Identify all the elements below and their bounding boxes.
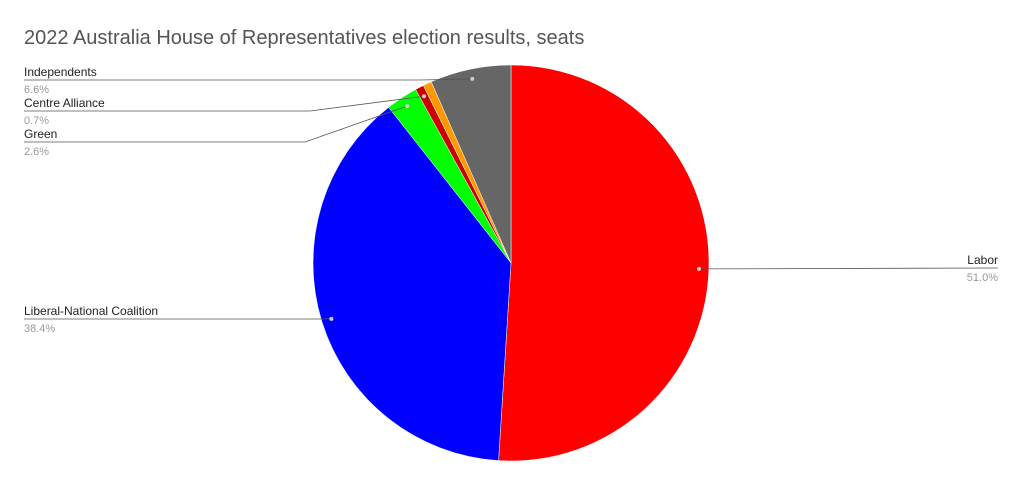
slice-value-label: 51.0% [967, 272, 998, 284]
leader-line [24, 78, 473, 81]
slice-label: Independents [24, 65, 97, 79]
chart-title: 2022 Australia House of Representatives … [24, 27, 584, 49]
leader-line [24, 105, 408, 143]
slice-value-label: 2.6% [24, 146, 49, 158]
slice-label: Labor [967, 253, 998, 267]
leader-dot [422, 94, 427, 99]
slice-value-label: 0.7% [24, 115, 49, 127]
slice-value-label: 6.6% [24, 84, 49, 96]
slice-label: Centre Alliance [24, 96, 105, 110]
pie-slice [498, 64, 710, 462]
leader-dot [697, 266, 702, 271]
leader-dot [329, 316, 334, 321]
slice-label: Liberal-National Coalition [24, 304, 158, 318]
leader-line [699, 267, 999, 270]
leader-dot [405, 104, 410, 109]
pie-slice [430, 64, 512, 264]
leader-line [24, 95, 425, 112]
slice-value-label: 38.4% [24, 323, 55, 335]
leader-dot [470, 76, 475, 81]
slice-label: Green [24, 127, 57, 141]
pie-slice [312, 106, 512, 461]
